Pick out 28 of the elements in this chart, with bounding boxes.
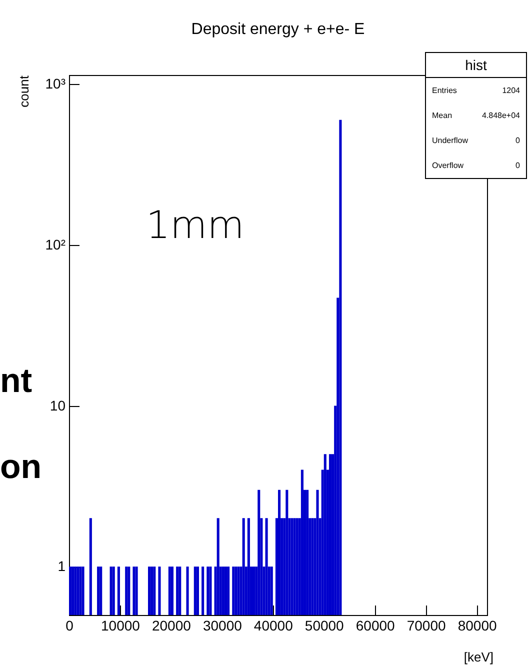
x-tick-label: 70000 <box>406 618 446 634</box>
annotation: Overflow <box>432 160 464 172</box>
x-tick-label: 80000 <box>458 618 497 634</box>
x-tick-label: 20000 <box>152 618 192 634</box>
text: hist <box>465 57 487 73</box>
y-tick-label: 10³ <box>45 76 66 92</box>
x-tick-label: 0 <box>66 618 74 634</box>
x-axis-title: [keV] <box>464 650 494 664</box>
x-tick-label: 40000 <box>254 618 294 634</box>
chart-title: Deposit energy + e+e- E <box>191 21 365 38</box>
y-axis-title: count <box>16 75 32 108</box>
y-tick-label: 10² <box>45 236 66 252</box>
y-tick-label: 10 <box>50 397 66 414</box>
x-tick-label: 60000 <box>356 618 396 634</box>
text: on <box>0 448 42 487</box>
text: 1204 <box>502 86 520 95</box>
annotation: 1mm <box>146 203 244 247</box>
annotation: Underflow <box>432 135 468 147</box>
text: 0 <box>516 136 520 145</box>
x-tick-label: 10000 <box>101 618 140 634</box>
text: nt <box>0 362 32 401</box>
annotation: Mean <box>432 110 452 122</box>
x-tick-label: 50000 <box>304 618 344 634</box>
x-tick-label: 30000 <box>202 618 242 634</box>
annotation: Entries <box>432 85 457 97</box>
y-tick-label: 1 <box>58 558 66 574</box>
text: 0 <box>516 161 520 170</box>
annotation: 4.848e+04 <box>482 110 520 122</box>
